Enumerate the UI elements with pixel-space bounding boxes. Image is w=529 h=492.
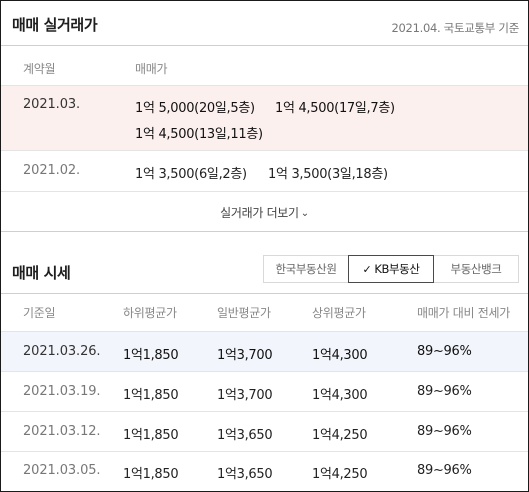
column-header-general-average: 일반평균가 — [217, 306, 271, 320]
table-row: 2021.03.12. 1억1,850 1억3,650 1억4,250 89~9… — [1, 412, 528, 451]
divider — [1, 451, 528, 452]
table-row: 2021.03. 1억 5,000(20일,5층) 1억 4,500(17일,7… — [1, 86, 528, 150]
general-average-price: 1억3,700 — [217, 348, 273, 363]
tab-label: KB부동산 — [374, 262, 420, 276]
divider — [1, 85, 528, 86]
general-average-price: 1억3,700 — [217, 388, 273, 403]
high-average-price: 1억4,300 — [312, 348, 368, 363]
divider — [1, 191, 528, 192]
high-average-price: 1억4,250 — [312, 428, 368, 443]
low-average-price: 1억1,850 — [123, 388, 179, 403]
chevron-down-icon: ⌄ — [300, 208, 309, 219]
general-average-price: 1억3,650 — [217, 428, 273, 443]
column-header-low-average: 하위평균가 — [123, 306, 177, 320]
transactions-title: 매매 실거래가 — [12, 16, 98, 34]
tab-real-estate-bank[interactable]: 부동산뱅크 — [433, 255, 519, 283]
jeonse-ratio: 89~96% — [417, 384, 472, 399]
deal-price: 1억 4,500(13일,11층) — [135, 127, 263, 142]
base-date: 2021.03.05. — [23, 463, 101, 478]
table-row: 2021.03.19. 1억1,850 1억3,700 1억4,300 89~9… — [1, 372, 528, 411]
divider — [1, 411, 528, 412]
contract-month: 2021.02. — [23, 163, 81, 178]
general-average-price: 1억3,650 — [217, 467, 273, 482]
table-row: 2021.03.05. 1억1,850 1억3,650 1억4,250 89~9… — [1, 452, 528, 491]
column-header-contract-month: 계약월 — [23, 62, 56, 76]
low-average-price: 1억1,850 — [123, 348, 179, 363]
deal-price: 1억 3,500(3일,18층) — [268, 167, 388, 182]
tab-label: 부동산뱅크 — [450, 262, 502, 276]
jeonse-ratio: 89~96% — [417, 344, 472, 359]
base-date: 2021.03.19. — [23, 384, 101, 399]
tab-korea-real-estate-board[interactable]: 한국부동산원 — [263, 255, 349, 283]
divider — [1, 150, 528, 151]
more-transactions-link[interactable]: 실거래가 더보기 ⌄ — [1, 204, 528, 221]
deal-price: 1억 4,500(17일,7층) — [275, 101, 395, 116]
column-header-high-average: 상위평균가 — [312, 306, 366, 320]
divider — [1, 331, 528, 332]
jeonse-ratio: 89~96% — [417, 463, 472, 478]
column-header-jeonse-ratio: 매매가 대비 전세가 — [417, 306, 510, 320]
base-date: 2021.03.12. — [23, 424, 101, 439]
column-header-sale-price: 매매가 — [135, 62, 168, 76]
market-title: 매매 시세 — [12, 264, 71, 282]
column-header-base-date: 기준일 — [23, 306, 56, 320]
divider — [1, 371, 528, 372]
check-icon: ✓ — [362, 263, 372, 276]
low-average-price: 1억1,850 — [123, 467, 179, 482]
deal-price: 1억 5,000(20일,5층) — [135, 101, 255, 116]
high-average-price: 1억4,300 — [312, 388, 368, 403]
deal-price: 1억 3,500(6일,2층) — [135, 167, 247, 182]
contract-month: 2021.03. — [23, 97, 81, 112]
section-divider — [1, 231, 528, 232]
tab-label: 한국부동산원 — [275, 262, 337, 276]
transactions-source-note: 2021.04. 국토교통부 기준 — [391, 21, 520, 35]
transactions-header: 매매 실거래가 2021.04. 국토교통부 기준 — [1, 1, 528, 35]
more-transactions-label: 실거래가 더보기 — [220, 206, 299, 220]
divider — [1, 45, 528, 46]
low-average-price: 1억1,850 — [123, 428, 179, 443]
tab-kb-real-estate[interactable]: ✓ KB부동산 — [348, 255, 434, 283]
divider — [1, 293, 528, 294]
jeonse-ratio: 89~96% — [417, 424, 472, 439]
base-date: 2021.03.26. — [23, 344, 101, 359]
table-row: 2021.02. 1억 3,500(6일,2층) 1억 3,500(3일,18층… — [1, 151, 528, 191]
table-row: 2021.03.26. 1억1,850 1억3,700 1억4,300 89~9… — [1, 332, 528, 371]
high-average-price: 1억4,250 — [312, 467, 368, 482]
